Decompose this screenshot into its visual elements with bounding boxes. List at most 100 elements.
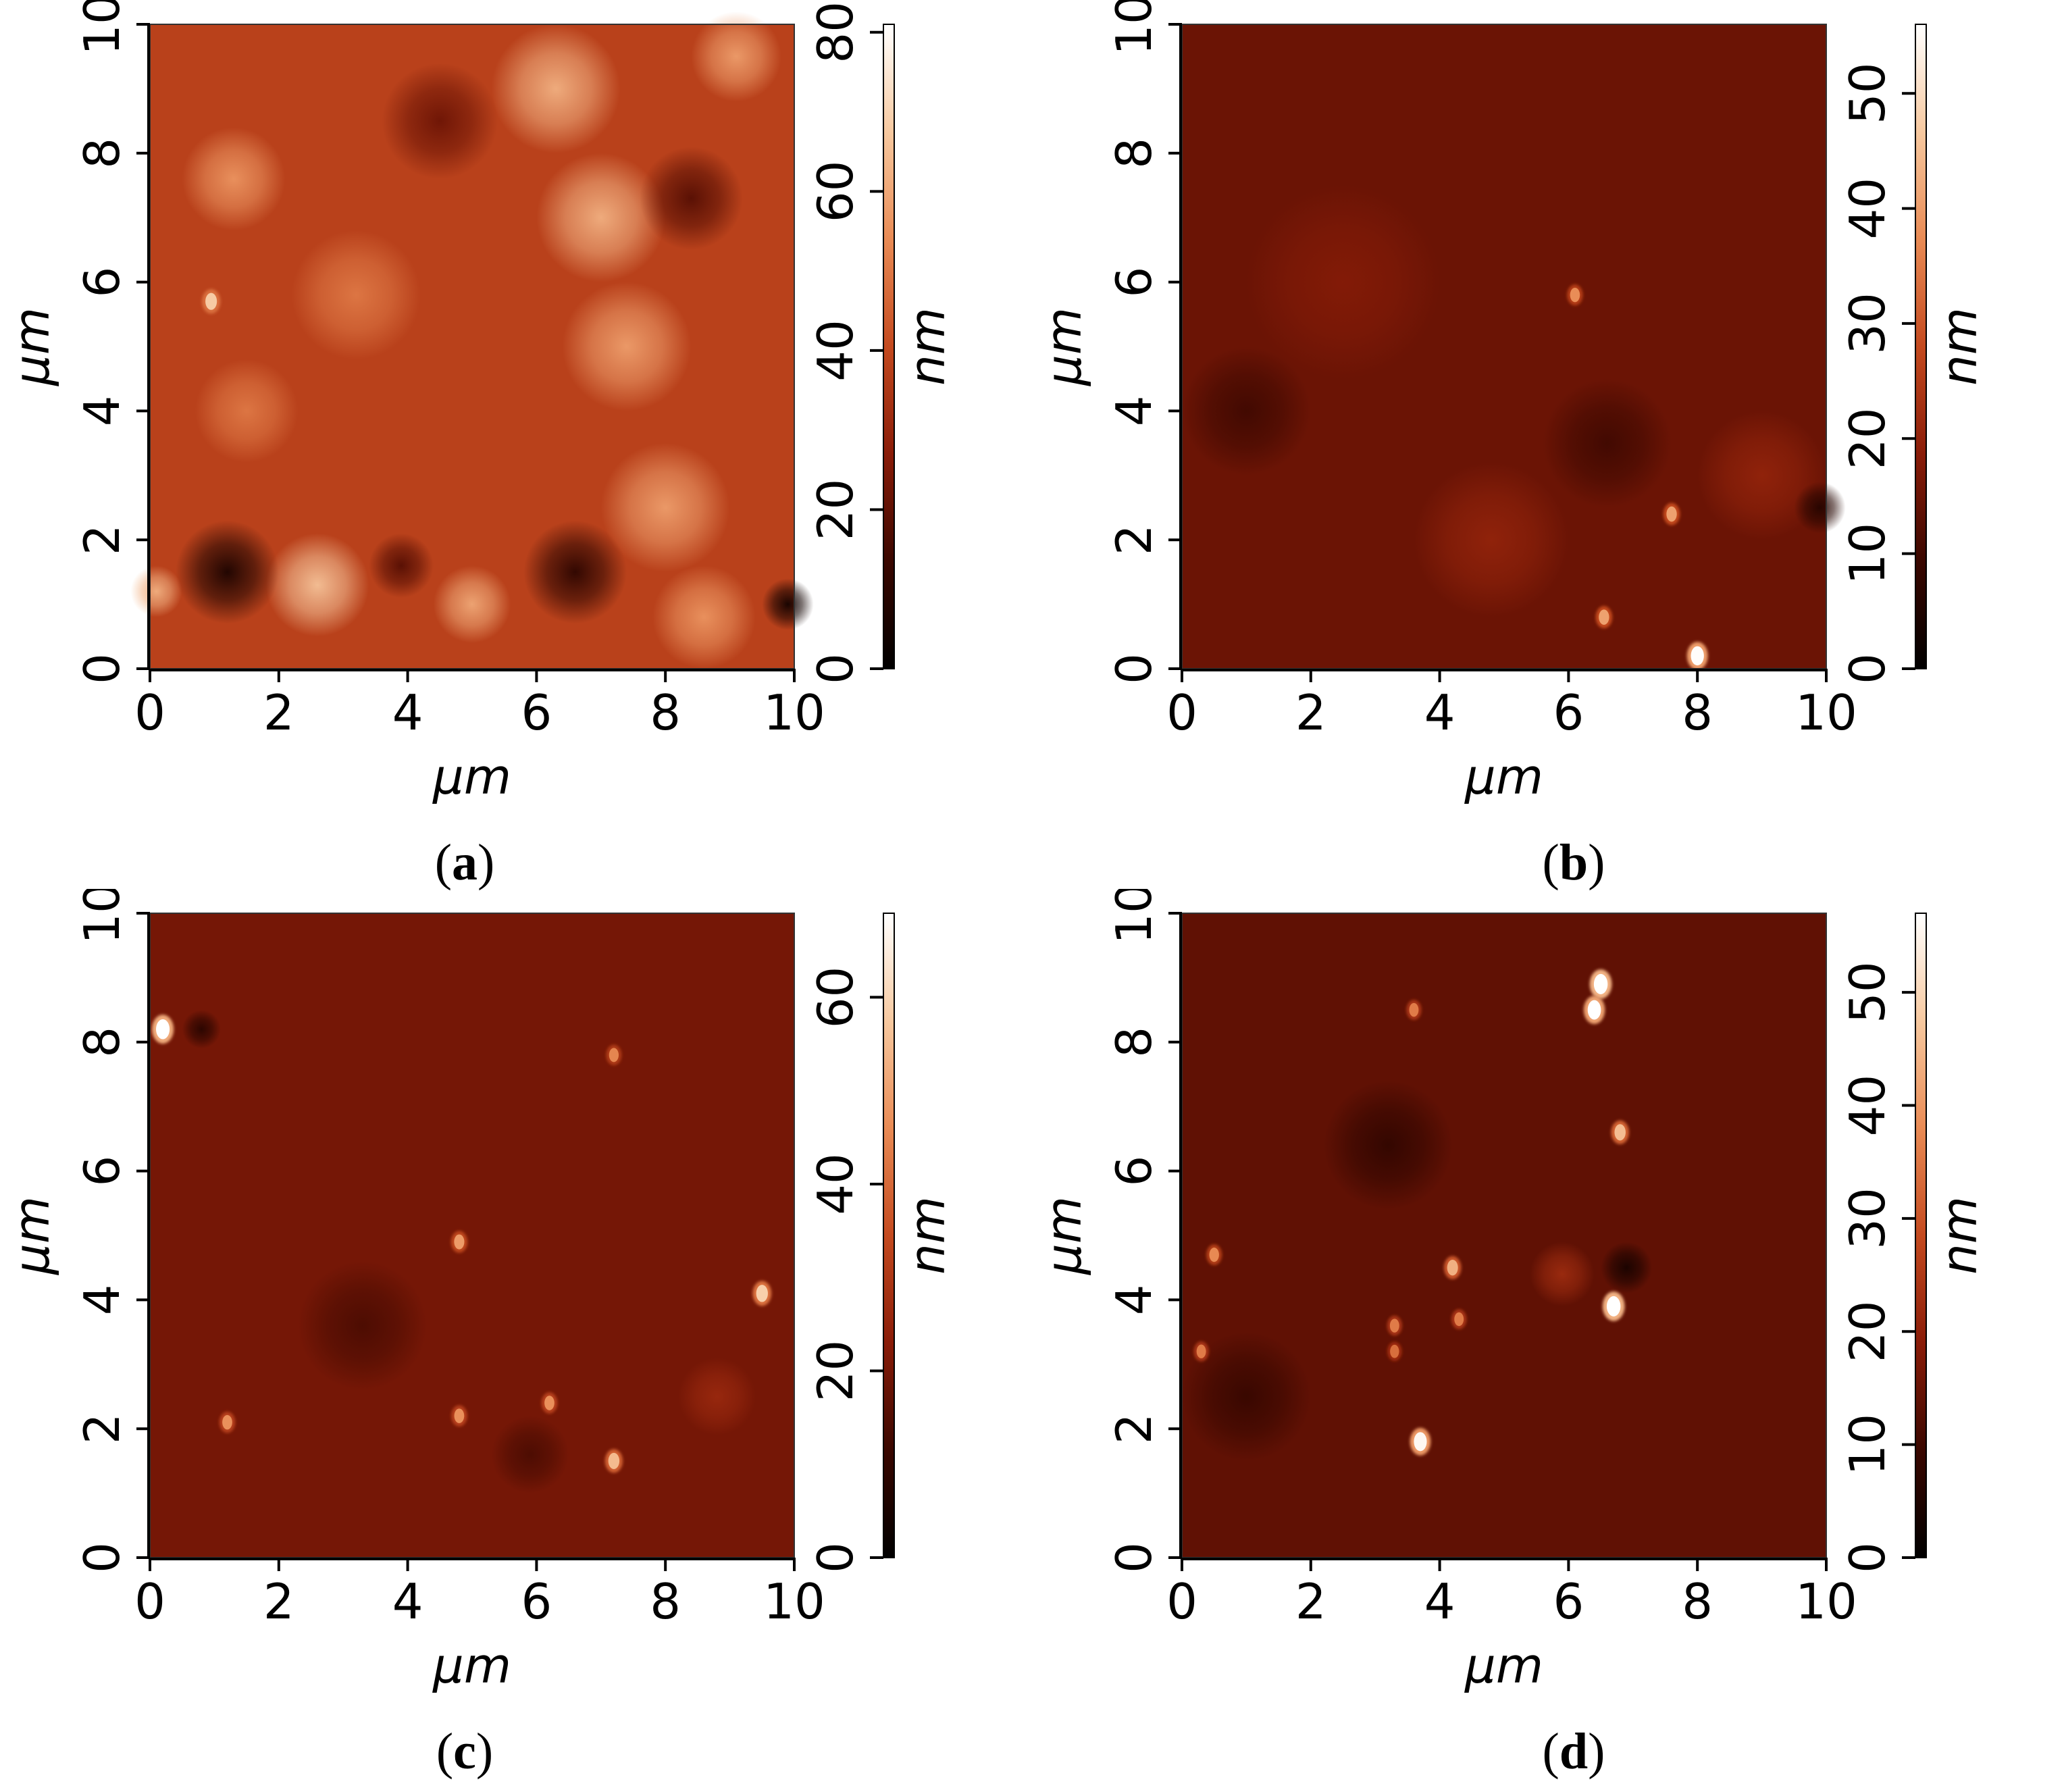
x-tick-label: 2 — [1295, 684, 1326, 741]
x-axis-title: μm — [432, 1637, 511, 1694]
colorbar-tick-label: 20 — [1839, 407, 1896, 469]
colorbar-tick-label: 60 — [807, 967, 864, 1029]
surface-particle — [1686, 642, 1708, 670]
y-tick-label: 6 — [1106, 267, 1162, 298]
dark-region — [382, 63, 498, 179]
x-tick-label: 6 — [1553, 1573, 1584, 1630]
x-tick-label: 10 — [763, 1573, 825, 1630]
colorbar-tick-label: 10 — [1839, 1414, 1896, 1476]
bright-region — [691, 11, 781, 102]
x-tick-label: 8 — [1682, 684, 1713, 741]
y-tick-label: 4 — [1106, 1284, 1162, 1315]
colorbar-tick-label: 60 — [807, 161, 864, 223]
colorbar-tick-label: 0 — [1839, 653, 1896, 684]
x-tick-label: 6 — [521, 1573, 552, 1630]
dark-region — [369, 533, 434, 598]
bright-region — [1414, 462, 1569, 617]
colorbar-label: nm — [1931, 1196, 1988, 1275]
y-tick-label: 0 — [74, 653, 130, 684]
colorbar-tick-label: 50 — [1839, 62, 1896, 124]
colorbar — [883, 24, 895, 669]
surface-particle — [1602, 1291, 1625, 1321]
x-axis-title: μm — [1464, 1637, 1543, 1694]
surface-particle — [606, 1044, 622, 1066]
y-tick-label: 10 — [1106, 0, 1162, 55]
dark-region — [1323, 1081, 1453, 1210]
y-tick-label: 4 — [1106, 395, 1162, 426]
x-tick-label: 8 — [650, 1573, 681, 1630]
dark-region — [298, 1261, 428, 1390]
y-axis-title: μm — [3, 1196, 60, 1275]
colorbar-tick-label: 0 — [807, 653, 864, 684]
height-map-base — [1182, 913, 1826, 1558]
bright-region — [130, 565, 182, 617]
colorbar-tick-label: 20 — [807, 479, 864, 541]
y-tick-label: 8 — [1106, 1027, 1162, 1058]
surface-particle — [1206, 1244, 1222, 1266]
bright-region — [562, 282, 692, 411]
surface-particle — [1595, 606, 1613, 629]
x-tick-label: 2 — [263, 684, 294, 741]
bright-region — [1246, 185, 1440, 379]
colorbar-tick-label: 10 — [1839, 523, 1896, 585]
surface-particle — [219, 1411, 236, 1433]
surface-particle — [604, 1449, 623, 1473]
surface-particle — [1193, 1341, 1209, 1362]
colorbar-label: nm — [1931, 307, 1988, 386]
x-tick-label: 4 — [392, 684, 423, 741]
colorbar — [883, 913, 895, 1558]
bright-region — [652, 565, 756, 669]
bright-region — [1530, 1241, 1595, 1306]
dark-region — [491, 1416, 569, 1493]
bright-region — [678, 1358, 756, 1435]
dark-region — [176, 520, 279, 624]
y-tick-label: 8 — [74, 138, 130, 169]
height-map-d — [1182, 913, 1826, 1558]
y-tick-label: 8 — [1106, 138, 1162, 169]
y-tick-label: 2 — [74, 1413, 130, 1444]
x-tick-label: 6 — [521, 684, 552, 741]
x-tick-label: 4 — [1424, 684, 1455, 741]
surface-particle — [1583, 996, 1605, 1025]
afm-panel-b: 0 2 4 6 8 10 0 2 4 6 8 10 μm μm 0 10 20 30 40 50 nm (b) — [1032, 0, 2064, 891]
afm-panel-c: 0 2 4 6 8 10 0 2 4 6 8 10 μm μm 0 20 40 60 nm (c) — [0, 889, 1032, 1780]
panel-label-b: b — [1559, 834, 1589, 891]
colorbar-tick-label: 50 — [1839, 961, 1896, 1023]
y-tick-label: 0 — [74, 1542, 130, 1573]
bright-region — [182, 127, 286, 231]
height-map-a — [130, 11, 814, 669]
bright-region — [291, 230, 421, 360]
height-map-c — [150, 913, 794, 1558]
bright-region — [433, 565, 511, 643]
x-tick-label: 8 — [1682, 1573, 1713, 1630]
colorbar-tick-label: 40 — [807, 1153, 864, 1215]
x-tick-label: 4 — [1424, 1573, 1455, 1630]
bright-region — [600, 443, 730, 572]
x-tick-label: 0 — [134, 684, 165, 741]
dark-region — [1794, 482, 1846, 534]
x-tick-label: 10 — [1795, 1573, 1857, 1630]
surface-particle — [1451, 1309, 1467, 1329]
colorbar-tick-label: 40 — [807, 319, 864, 382]
dark-region — [523, 520, 627, 624]
panel-label-a: a — [452, 834, 478, 891]
y-tick-label: 0 — [1106, 1542, 1162, 1573]
surface-particle — [752, 1281, 772, 1306]
surface-particle — [1387, 1341, 1402, 1361]
surface-particle — [1387, 1315, 1402, 1336]
y-tick-label: 6 — [1106, 1156, 1162, 1187]
x-tick-label: 6 — [1553, 684, 1584, 741]
colorbar — [1915, 913, 1927, 1558]
y-tick-label: 2 — [1106, 1413, 1162, 1444]
colorbar-tick-label: 20 — [807, 1340, 864, 1402]
colorbar — [1915, 24, 1927, 669]
dark-region — [762, 578, 814, 630]
x-tick-label: 0 — [134, 1573, 165, 1630]
surface-particle — [451, 1405, 467, 1427]
panel-label-c: c — [453, 1723, 476, 1780]
x-axis-title: μm — [1464, 748, 1543, 805]
y-tick-label: 6 — [74, 267, 130, 298]
